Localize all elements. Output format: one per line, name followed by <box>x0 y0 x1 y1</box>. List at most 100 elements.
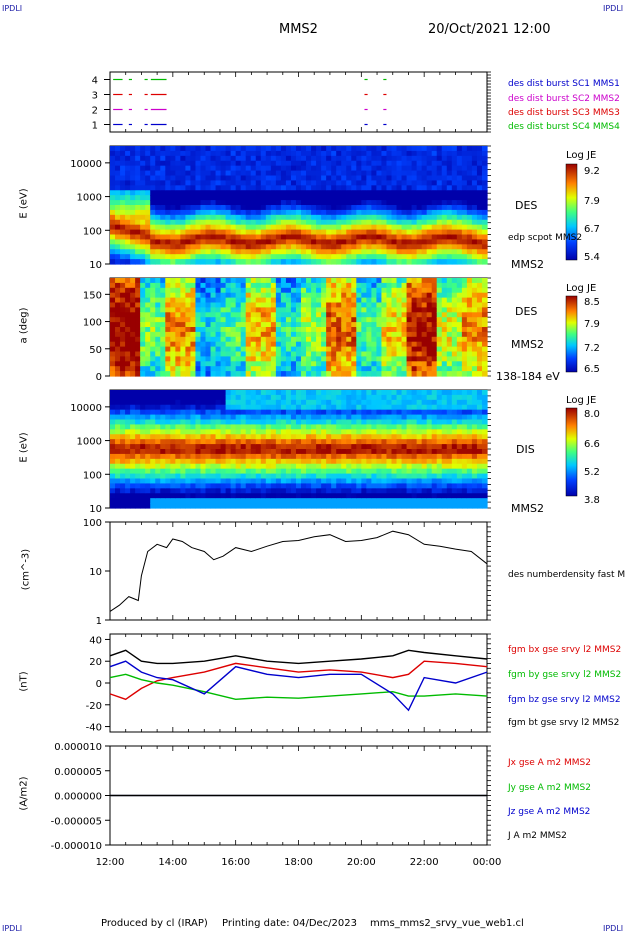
pitch-angle-cell <box>386 292 393 299</box>
des-energy-cell <box>245 234 252 241</box>
dis-energy-cell <box>245 394 252 401</box>
pitch-angle-cell <box>301 336 307 343</box>
pitch-angle-cell <box>135 292 141 299</box>
dis-energy-cell <box>130 453 136 460</box>
pitch-angle-cell <box>220 341 227 348</box>
pitch-angle-cell <box>376 307 383 313</box>
pitch-angle-cell <box>170 331 176 338</box>
pitch-angle-cell <box>446 317 453 323</box>
dis-energy-cell <box>110 488 116 494</box>
pitch-angle-cell <box>361 327 367 333</box>
des-energy-cell <box>265 195 272 201</box>
dis-energy-cell <box>260 473 267 480</box>
des-energy-cell <box>215 244 222 250</box>
des-energy-cell <box>280 190 287 196</box>
des-energy-cell <box>285 185 292 191</box>
des-energy-cell <box>346 155 352 162</box>
dis-energy-cell <box>175 404 181 411</box>
pitch-angle-cell <box>135 371 141 377</box>
pitch-angle-cell <box>205 366 212 372</box>
des-energy-cell <box>311 146 317 152</box>
des-energy-cell <box>336 165 342 172</box>
dis-energy-cell <box>270 394 277 401</box>
dis-energy-cell <box>235 390 242 396</box>
pitch-angle-cell <box>235 278 242 284</box>
des-energy-cell <box>165 249 171 255</box>
dis-energy-cell <box>240 503 247 509</box>
pitch-angle-cell <box>115 307 121 313</box>
pitch-angle-cell <box>200 356 207 362</box>
pitch-angle-cell <box>175 292 181 299</box>
des-energy-cell <box>225 180 232 186</box>
pitch-angle-cell <box>160 371 166 377</box>
des-energy-cell <box>406 150 413 157</box>
dis-energy-cell <box>200 439 207 445</box>
des-energy-cell <box>235 155 242 162</box>
pitch-angle-cell <box>371 346 378 353</box>
des-energy-cell <box>210 234 217 241</box>
dis-energy-cell <box>205 424 212 430</box>
pitch-angle-cell <box>381 322 388 328</box>
des-energy-cell <box>185 165 192 172</box>
pitch-angle-cell <box>155 312 161 318</box>
dis-energy-cell <box>110 409 116 416</box>
pitch-angle-cell <box>371 282 378 289</box>
pitch-angle-cell <box>391 336 398 343</box>
pitch-angle-cell <box>235 322 242 328</box>
pitch-angle-cell <box>371 361 378 367</box>
des-energy-cell <box>331 165 337 172</box>
des-energy-cell <box>351 155 357 162</box>
des-energy-cell <box>461 180 468 186</box>
dis-energy-cell <box>120 478 126 485</box>
des-energy-cell <box>326 214 332 221</box>
des-energy-cell <box>160 200 166 206</box>
pitch-angle-cell <box>421 287 428 294</box>
des-energy-cell <box>431 170 438 177</box>
pitch-angle-cell <box>421 366 428 372</box>
pitch-angle-cell <box>386 278 393 284</box>
pitch-angle-cell <box>185 361 192 367</box>
pitch-angle-cell <box>316 346 322 353</box>
des-energy-cell <box>215 160 222 167</box>
pitch-angle-cell <box>306 341 312 348</box>
pitch-angle-cell <box>200 351 207 357</box>
pitch-angle-cell <box>396 292 403 299</box>
des-energy-cell <box>311 170 317 177</box>
dis-energy-cell <box>270 449 277 455</box>
dis-energy-cell <box>130 414 136 421</box>
des-energy-cell <box>265 160 272 167</box>
pitch-angle-cell <box>461 312 468 318</box>
pitch-angle-cell <box>386 351 393 357</box>
pitch-angle-cell <box>140 278 146 284</box>
pitch-angle-cell <box>155 282 161 289</box>
pitch-angle-cell <box>175 331 181 338</box>
pitch-angle-cell <box>341 351 347 357</box>
des-energy-cell <box>451 219 458 226</box>
dis-energy-cell <box>316 439 322 445</box>
dis-energy-cell <box>160 390 166 396</box>
dis-energy-cell <box>225 409 232 416</box>
dis-energy-cell <box>175 409 181 416</box>
des-energy-cell <box>180 146 186 152</box>
des-energy-cell <box>351 200 357 206</box>
pitch-angle-cell <box>391 312 398 318</box>
pitch-angle-cell <box>376 351 383 357</box>
des-energy-cell <box>120 249 126 255</box>
pitch-angle-cell <box>250 312 257 318</box>
des-energy-cell <box>341 160 347 167</box>
des-energy-cell <box>311 234 317 241</box>
pitch-angle-cell <box>401 371 408 377</box>
pitch-angle-cell <box>230 297 237 304</box>
pitch-angle-cell <box>336 287 342 294</box>
pitch-angle-cell <box>476 336 483 343</box>
dis-energy-cell <box>311 409 317 416</box>
des-energy-cell <box>351 170 357 177</box>
des-energy-cell <box>120 165 126 172</box>
des-energy-cell <box>110 234 116 241</box>
pitch-angle-cell <box>431 351 438 357</box>
dis-energy-cell <box>321 503 327 509</box>
des-energy-cell <box>326 155 332 162</box>
pitch-angle-cell <box>326 361 332 367</box>
dis-energy-cell <box>311 404 317 411</box>
des-energy-cell <box>356 234 362 241</box>
